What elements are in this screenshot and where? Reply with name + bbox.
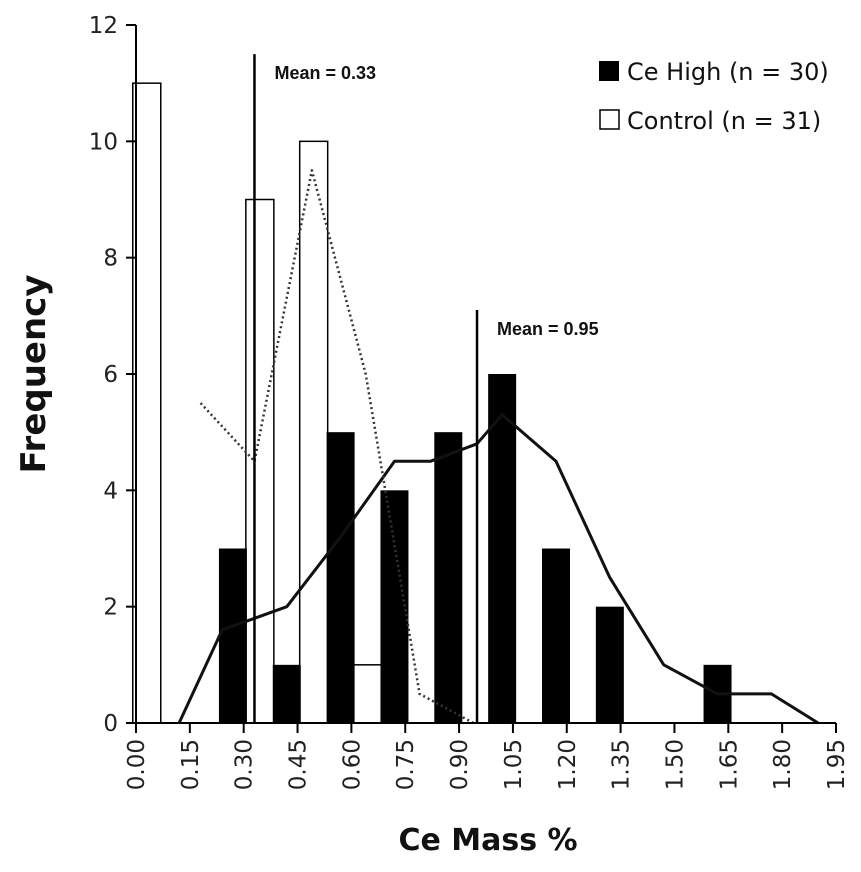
control-bar-0 [132, 82, 162, 724]
mean-label-1: Mean = 0.95 [497, 319, 599, 339]
mean-lines: Mean = 0.33 Mean = 0.95 [253, 54, 599, 723]
legend-swatch-control [599, 109, 620, 130]
x-tick-label-8: 1.20 [555, 739, 581, 790]
y-tick-label-2: 4 [103, 478, 118, 504]
x-tick-label-6: 0.90 [447, 739, 473, 790]
x-tick-label-7: 1.05 [501, 739, 527, 790]
y-tick-label-6: 12 [89, 13, 118, 39]
x-tick-label-13: 1.95 [824, 739, 850, 790]
ce-high-bar-0 [218, 548, 247, 723]
x-tick-label-11: 1.65 [716, 739, 742, 790]
ce-high-bar-5 [488, 374, 517, 723]
legend-label-control: Control (n = 31) [627, 107, 821, 135]
ce-high-bar-2 [326, 432, 355, 723]
x-tick-label-0: 0.00 [124, 739, 150, 790]
y-tick-label-1: 2 [103, 595, 118, 621]
x-tick-label-10: 1.50 [662, 739, 688, 790]
x-tick-label-4: 0.60 [339, 739, 365, 790]
ce-high-bar-3 [380, 490, 409, 723]
x-axis-title: Ce Mass % [398, 823, 577, 858]
x-tick-label-9: 1.35 [609, 739, 635, 790]
y-tick-label-4: 8 [103, 246, 118, 272]
ce-high-bar-7 [595, 606, 624, 723]
legend: Ce High (n = 30) Control (n = 31) [599, 58, 829, 135]
mean-label-0: Mean = 0.33 [274, 63, 376, 83]
control-bar-2 [298, 140, 329, 724]
y-tick-label-3: 6 [103, 362, 118, 388]
fit-curves [177, 169, 819, 725]
control-fit-curve [199, 169, 474, 725]
control-bar-3 [352, 664, 383, 724]
x-tick-label-12: 1.80 [770, 739, 796, 790]
y-axis-title: Frequency [14, 274, 54, 473]
ce-high-bar-1 [272, 664, 301, 723]
ce-high-bar-4 [434, 432, 463, 723]
control-bars [132, 82, 383, 724]
control-bar-1 [245, 198, 275, 724]
y-tick-label-5: 10 [89, 129, 118, 155]
y-tick-label-0: 0 [103, 711, 118, 737]
ce-high-bar-6 [542, 548, 570, 723]
x-tick-label-5: 0.75 [393, 739, 419, 790]
y-ticks: 0 2 4 6 8 10 12 [89, 13, 136, 737]
x-tick-label-3: 0.45 [286, 739, 312, 790]
ce-high-bars [218, 374, 732, 723]
x-ticks: 0.00 0.15 0.30 0.45 0.60 0.75 0.90 1.05 1.20 1.35… [124, 723, 850, 790]
legend-label-ce-high: Ce High (n = 30) [627, 58, 829, 86]
ce-high-fit-curve [177, 413, 819, 725]
x-tick-label-1: 0.15 [178, 739, 204, 790]
x-tick-label-2: 0.30 [232, 739, 258, 790]
legend-swatch-ce-high [599, 61, 619, 81]
